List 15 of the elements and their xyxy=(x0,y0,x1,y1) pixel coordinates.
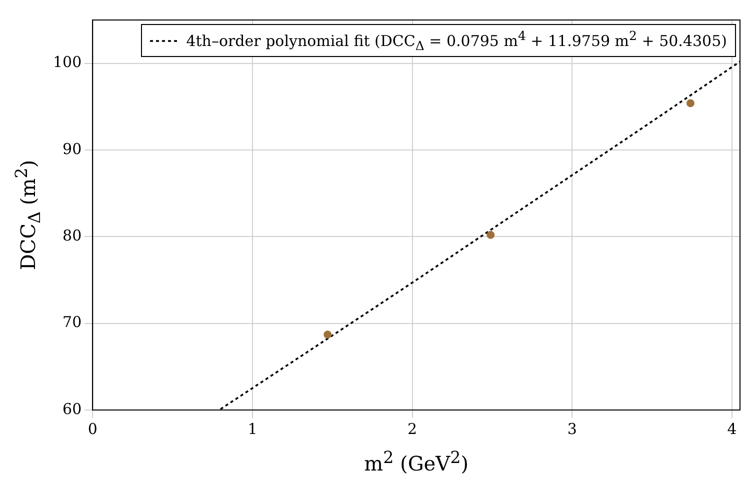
y-tick-label: 60 xyxy=(62,400,82,418)
x-tick-label: 3 xyxy=(567,420,577,438)
x-tick-label: 4 xyxy=(727,420,737,438)
y-tick-label: 80 xyxy=(62,226,82,245)
legend-label: 4th–order polynomial fit (DCC$_{Δ}$ = 0.0795 m$^{4}$ + 11.9759 m$^{2}$ + 50.4305) xyxy=(186,28,727,53)
y-tick-label: 100 xyxy=(52,53,82,72)
x-tick-label: 2 xyxy=(408,420,418,438)
y-tick-label: 70 xyxy=(62,313,82,332)
point xyxy=(686,99,694,108)
x-tick-label: 0 xyxy=(88,420,98,438)
x-axis-title: m$^{2}$ (GeV$^{2}$) xyxy=(363,448,470,476)
x-tick-label: 1 xyxy=(248,420,258,438)
y-tick-label: 90 xyxy=(62,140,82,158)
point xyxy=(486,230,495,239)
point xyxy=(324,330,332,339)
